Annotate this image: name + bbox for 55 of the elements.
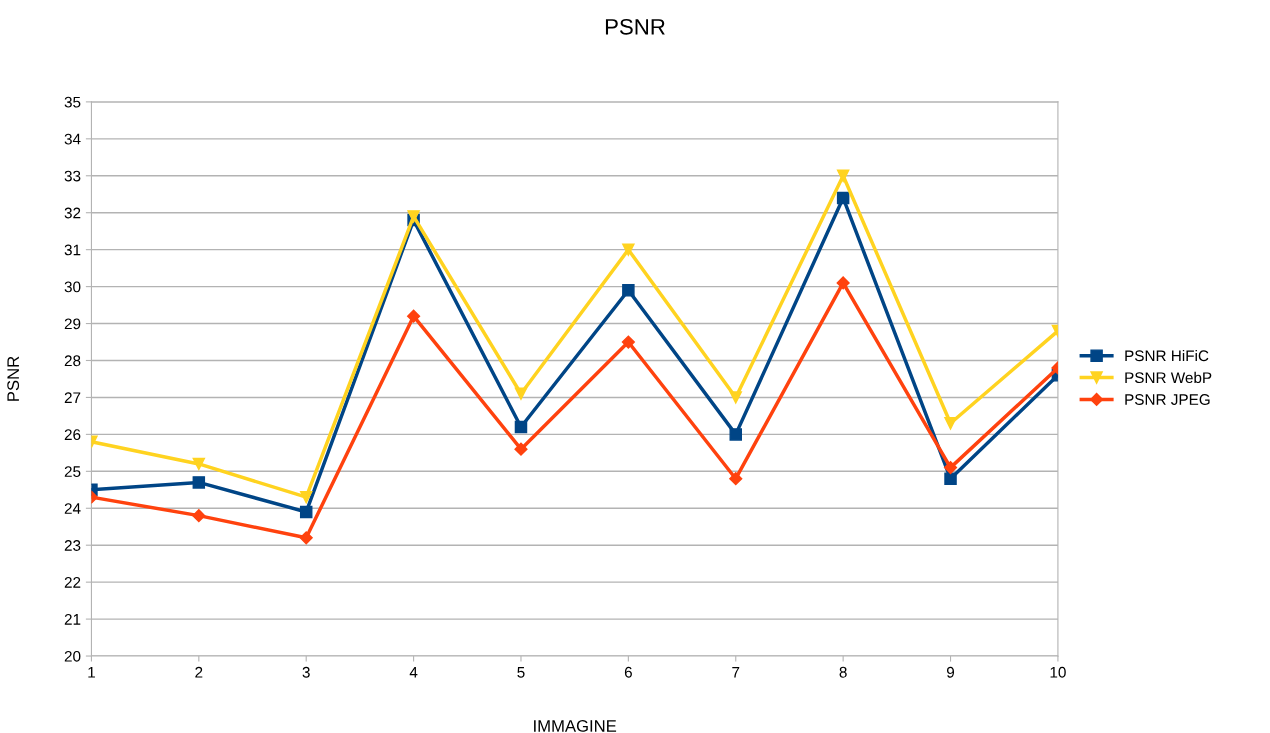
x-tick-label: 5 (517, 667, 525, 678)
legend-label: PSNR WebP (1125, 371, 1212, 384)
x-tick-label: 8 (839, 666, 847, 678)
x-tick-label: 3 (302, 666, 310, 678)
x-tick-label: 4 (409, 667, 418, 678)
point (944, 472, 957, 485)
point (514, 387, 528, 400)
chart-title: PSNR (605, 18, 665, 35)
y-tick-label: 25 (64, 466, 81, 478)
point (944, 417, 957, 430)
point (192, 476, 206, 489)
y-tick-label: 21 (64, 613, 81, 625)
point (192, 509, 206, 523)
point (836, 276, 850, 290)
y-tick-label: 23 (64, 540, 81, 551)
x-tick-label: 2 (195, 666, 203, 678)
x-tick-label: 1 (88, 667, 95, 678)
point (299, 490, 313, 504)
point (621, 335, 635, 349)
point (299, 505, 313, 519)
point (622, 284, 635, 297)
y-axis-title: PSNR (7, 356, 20, 401)
x-tick-label: 7 (732, 667, 740, 678)
x-tick-label: 9 (946, 666, 955, 678)
point (514, 442, 528, 456)
point (407, 309, 421, 323)
x-tick-label: 10 (1050, 666, 1066, 678)
y-tick-label: 26 (64, 429, 81, 441)
y-tick-label: 35 (64, 96, 81, 108)
y-tick-label: 28 (64, 355, 81, 367)
point (622, 243, 635, 256)
point (729, 472, 743, 486)
x-tick-label: 6 (624, 666, 632, 678)
y-tick-label: 32 (64, 207, 81, 219)
point (836, 191, 850, 205)
y-tick-label: 22 (64, 577, 81, 588)
y-tick-label: 30 (64, 281, 81, 293)
point (729, 428, 743, 441)
y-tick-label: 33 (64, 170, 81, 182)
x-axis-title: IMMAGINE (534, 720, 617, 732)
y-tick-label: 20 (64, 650, 81, 662)
point (514, 420, 528, 434)
y-tick-label: 34 (64, 133, 81, 145)
y-tick-label: 27 (64, 392, 81, 403)
y-tick-label: 24 (64, 503, 81, 514)
point (192, 457, 206, 471)
y-tick-label: 29 (64, 318, 81, 330)
legend-label: PSNR HiFiC (1125, 349, 1209, 362)
point (407, 210, 420, 223)
point (943, 461, 958, 475)
legend-label: PSNR JPEG (1125, 394, 1210, 405)
point (729, 391, 743, 404)
point (836, 169, 850, 183)
y-tick-label: 31 (64, 244, 81, 256)
point (299, 531, 313, 545)
